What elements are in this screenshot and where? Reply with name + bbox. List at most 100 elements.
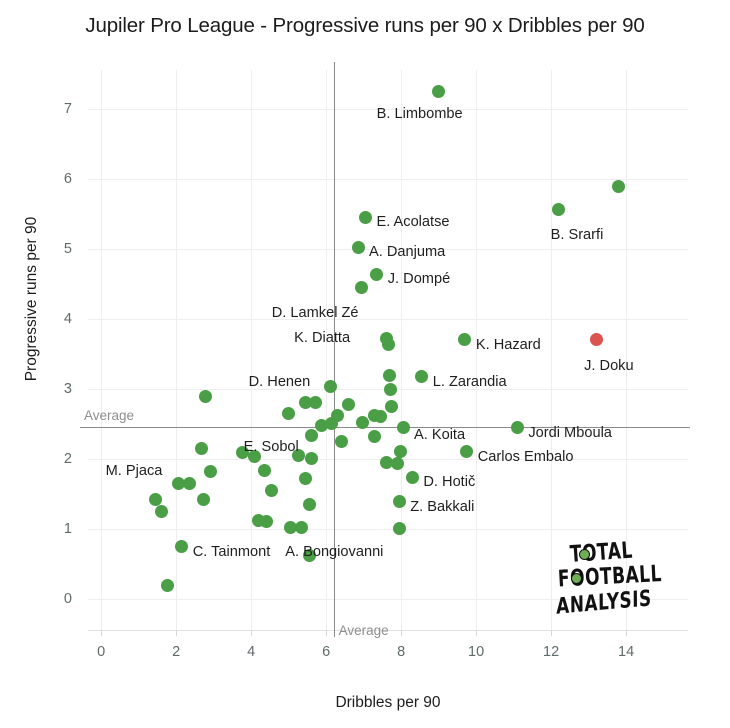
data-point-label: C. Tainmont bbox=[192, 544, 271, 560]
gridline-horizontal bbox=[88, 528, 688, 530]
data-point[interactable] bbox=[304, 452, 318, 465]
data-point-label: E. Sobol bbox=[243, 438, 299, 455]
data-point-label: A. Bongiovanni bbox=[285, 543, 384, 560]
average-label-vertical: Average bbox=[338, 623, 389, 638]
data-point-labeled[interactable] bbox=[510, 420, 524, 434]
data-point[interactable] bbox=[374, 410, 387, 423]
total-football-analysis-logo: TOTAL FOOTBALL ANALYSIS bbox=[556, 537, 676, 623]
y-tick-label: 6 bbox=[63, 170, 72, 187]
data-point-label: M. Pjaca bbox=[105, 463, 163, 479]
y-axis-title: Progressive runs per 90 bbox=[23, 216, 40, 382]
x-tick-label: 10 bbox=[468, 644, 485, 660]
data-point[interactable] bbox=[381, 337, 395, 351]
data-point[interactable] bbox=[380, 455, 394, 469]
data-point[interactable] bbox=[368, 429, 382, 443]
data-point[interactable] bbox=[385, 399, 399, 413]
y-tick-label: 1 bbox=[63, 520, 72, 537]
x-tick-label: 12 bbox=[543, 644, 560, 660]
average-line-vertical bbox=[333, 62, 336, 637]
data-point[interactable] bbox=[295, 520, 309, 534]
data-point-labeled[interactable] bbox=[415, 370, 429, 384]
average-label-horizontal: Average bbox=[84, 408, 135, 423]
data-point[interactable] bbox=[182, 476, 196, 490]
data-point[interactable] bbox=[161, 579, 175, 593]
data-point-label: D. Henen bbox=[248, 374, 311, 391]
data-point[interactable] bbox=[612, 180, 626, 194]
data-point-labeled[interactable] bbox=[195, 441, 209, 455]
y-tick-label: 0 bbox=[63, 590, 72, 607]
data-point[interactable] bbox=[325, 417, 339, 430]
data-point-labeled[interactable] bbox=[589, 333, 603, 346]
gridline-vertical bbox=[176, 70, 178, 630]
data-point[interactable] bbox=[299, 396, 312, 409]
data-point-label: E. Acolatse bbox=[376, 214, 450, 230]
data-point[interactable] bbox=[198, 390, 212, 404]
data-point-label: J. Dompé bbox=[387, 271, 451, 288]
data-point-labeled[interactable] bbox=[315, 419, 329, 433]
data-point[interactable] bbox=[196, 492, 210, 506]
data-point[interactable] bbox=[257, 463, 271, 477]
data-point-labeled[interactable] bbox=[355, 280, 369, 294]
data-point[interactable] bbox=[149, 492, 162, 506]
gridline-horizontal bbox=[88, 178, 688, 180]
data-point[interactable] bbox=[342, 398, 356, 412]
data-point[interactable] bbox=[284, 520, 297, 534]
x-tick-mark bbox=[476, 630, 478, 636]
data-point-labeled[interactable] bbox=[552, 202, 566, 216]
data-point-label: Z. Bakkali bbox=[410, 498, 475, 515]
data-point[interactable] bbox=[383, 369, 397, 383]
data-point-labeled[interactable] bbox=[405, 470, 419, 484]
gridline-horizontal bbox=[88, 318, 688, 320]
data-point[interactable] bbox=[309, 396, 323, 409]
data-point-labeled[interactable] bbox=[175, 539, 189, 553]
data-point[interactable] bbox=[282, 406, 296, 420]
data-point[interactable] bbox=[171, 476, 185, 490]
y-tick-label: 2 bbox=[63, 450, 72, 467]
data-point[interactable] bbox=[304, 428, 318, 442]
data-point-labeled[interactable] bbox=[351, 240, 365, 254]
x-axis-line bbox=[88, 630, 688, 631]
data-point[interactable] bbox=[265, 483, 279, 497]
gridline-vertical bbox=[476, 70, 478, 630]
data-point[interactable] bbox=[335, 434, 349, 448]
data-point[interactable] bbox=[259, 515, 273, 528]
data-point-labeled[interactable] bbox=[432, 84, 446, 98]
x-tick-mark bbox=[176, 630, 178, 636]
gridline-vertical bbox=[626, 70, 628, 630]
y-tick-label: 3 bbox=[63, 380, 72, 397]
data-point-labeled[interactable] bbox=[396, 421, 410, 435]
x-tick-label: 8 bbox=[397, 644, 406, 660]
data-point[interactable] bbox=[236, 446, 250, 460]
data-point[interactable] bbox=[154, 504, 168, 518]
data-point-labeled[interactable] bbox=[392, 495, 406, 509]
gridline-horizontal bbox=[88, 108, 688, 110]
data-point[interactable] bbox=[299, 471, 312, 485]
x-axis-title: Dribbles per 90 bbox=[335, 694, 441, 711]
y-tick-label: 7 bbox=[63, 100, 72, 117]
y-tick-label: 4 bbox=[63, 310, 72, 327]
data-point[interactable] bbox=[356, 415, 370, 429]
data-point[interactable] bbox=[302, 497, 316, 511]
average-line-horizontal bbox=[80, 427, 690, 429]
data-point-label: A. Danjuma bbox=[369, 244, 446, 261]
plot-area: Average Average B. Limbombe B. Srarfi E. Ac… bbox=[64, 62, 690, 660]
data-point-labeled[interactable] bbox=[370, 267, 384, 281]
data-point-labeled[interactable] bbox=[324, 379, 338, 393]
data-point[interactable] bbox=[302, 548, 316, 562]
data-point-labeled[interactable] bbox=[359, 210, 372, 224]
data-point[interactable] bbox=[390, 456, 404, 470]
x-tick-mark bbox=[251, 630, 253, 636]
data-point-labeled[interactable] bbox=[458, 333, 472, 346]
data-point[interactable] bbox=[204, 464, 218, 478]
data-point[interactable] bbox=[393, 445, 407, 458]
data-point-label: K. Hazard bbox=[475, 336, 541, 353]
data-point[interactable] bbox=[248, 449, 262, 463]
data-point-label: D. Lamkel Zé bbox=[271, 305, 359, 321]
data-point-labeled[interactable] bbox=[392, 522, 406, 535]
data-point-labeled[interactable] bbox=[460, 445, 474, 458]
data-point-label: J. Doku bbox=[584, 357, 634, 374]
data-point[interactable] bbox=[291, 449, 305, 463]
gridline-horizontal bbox=[88, 248, 688, 250]
data-point[interactable] bbox=[384, 383, 398, 397]
x-tick-mark bbox=[401, 630, 403, 636]
